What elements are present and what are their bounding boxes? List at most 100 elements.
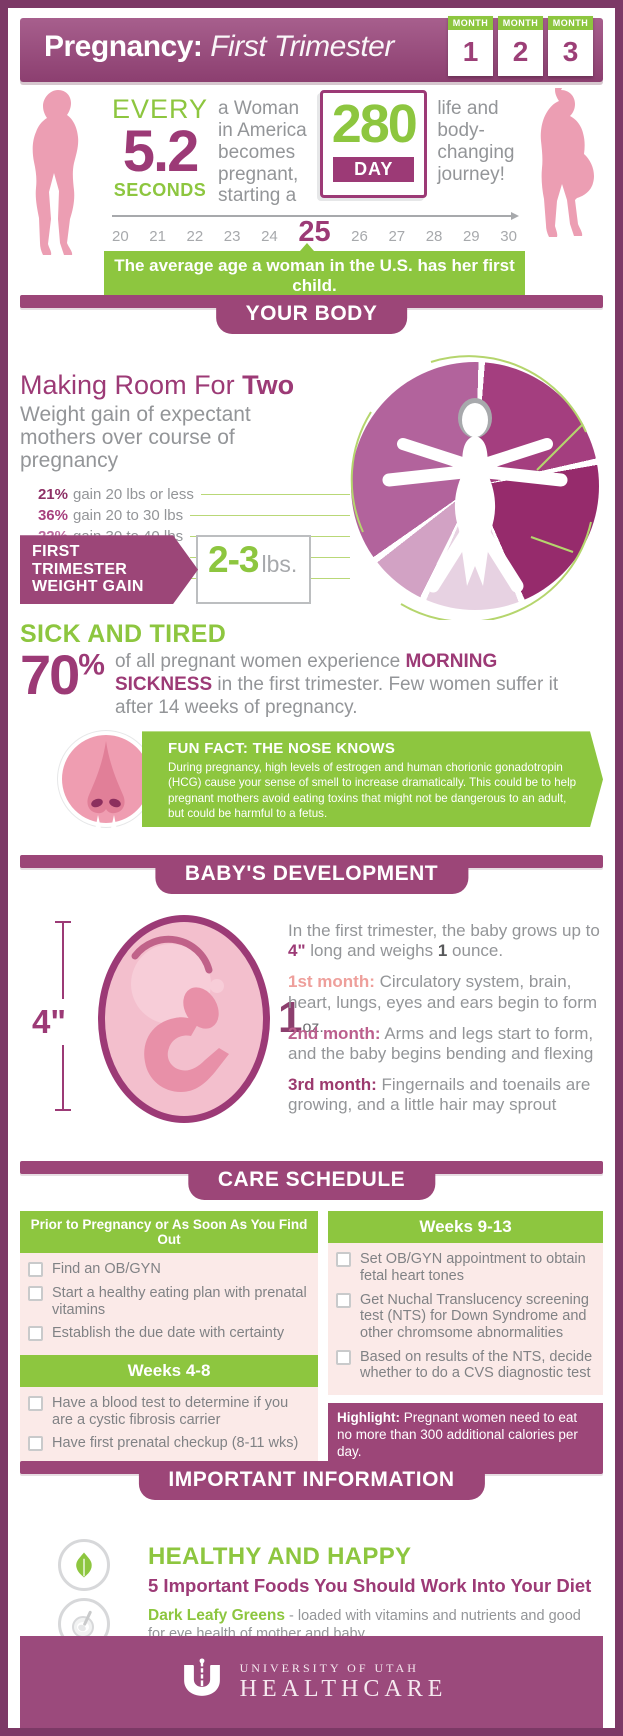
care-panel-weeks-9-13: Set OB/GYN appointment to obtain fetal h…: [328, 1243, 603, 1396]
tick-24: 24: [261, 228, 278, 246]
baby-development-text: In the first trimester, the baby grows u…: [288, 921, 600, 1114]
healthy-happy-title: HEALTHY AND HAPPY: [148, 1543, 412, 1571]
checkbox[interactable]: [28, 1286, 43, 1302]
length-label: 4": [30, 999, 68, 1046]
care-item-label: Get Nuchal Translucency screening test (…: [360, 1291, 589, 1342]
sick-and-tired-section: SICK AND TIRED 70% of all pregnant women…: [20, 620, 603, 719]
intro-part-1: In the first trimester, the baby grows u…: [288, 921, 600, 941]
fun-fact-banner: FUN FACT: THE NOSE KNOWS During pregnanc…: [142, 731, 603, 827]
weight-gain-pie-chart: [341, 352, 609, 620]
tick-25-highlight: 25: [298, 216, 331, 249]
checkbox[interactable]: [336, 1292, 351, 1308]
calendar-280-day: 280 DAY: [320, 90, 428, 198]
average-age-banner: The average age a woman in the U.S. has …: [104, 243, 525, 303]
nose-icon: [57, 730, 155, 836]
intro-weight: 1: [437, 941, 448, 961]
page-title: Pregnancy: First Trimester: [44, 30, 394, 64]
month-3-text: Fingernails and toenails are growing, an…: [288, 1074, 591, 1114]
care-item-label: Have first prenatal checkup (8-11 wks): [52, 1435, 299, 1452]
section-babys-development-ribbon: BABY'S DEVELOPMENT: [20, 855, 603, 897]
month-3-label: 3rd month:: [288, 1074, 377, 1094]
making-room-text: Making Room For: [20, 370, 243, 400]
care-column-right: Weeks 9-13 Set OB/GYN appointment to obt…: [328, 1211, 603, 1468]
food-name: Dark Leafy Greens: [148, 1607, 285, 1625]
percent-sign: %: [78, 648, 105, 682]
fun-fact-section: FUN FACT: THE NOSE KNOWS During pregnanc…: [20, 730, 603, 836]
baby-growth-intro: In the first trimester, the baby grows u…: [288, 921, 600, 961]
stat-row: 36% gain 20 to 30 lbs: [20, 505, 350, 526]
month-box-3-number: 3: [562, 36, 579, 67]
section-title-important-information: IMPORTANT INFORMATION: [138, 1461, 485, 1501]
hero-section: EVERY 5.2 SECONDS a Woman in America bec…: [20, 88, 603, 303]
checkbox[interactable]: [336, 1252, 351, 1268]
month-box-1: MONTH 1: [448, 16, 493, 76]
weight-gain-tag: FIRST TRIMESTER WEIGHT GAIN: [20, 535, 198, 604]
section-your-body-ribbon: YOUR BODY: [20, 295, 603, 337]
care-item-label: Have a blood test to determine if you ar…: [52, 1395, 289, 1428]
vitruvian-woman-icon: [350, 355, 592, 620]
intro-part-2: long and weighs: [305, 941, 438, 961]
making-room-bold: Two: [242, 370, 295, 400]
checkbox[interactable]: [28, 1396, 43, 1412]
stat-pct: 36%: [37, 507, 68, 525]
month-2-development: 2nd month: Arms and legs start to form, …: [288, 1024, 600, 1064]
month-box-3-label: MONTH: [548, 16, 593, 30]
care-item: Get Nuchal Translucency screening test (…: [336, 1292, 595, 1342]
making-room-heading: Making Room For Two: [20, 370, 603, 401]
tick-23: 23: [223, 228, 241, 246]
month-boxes: MONTH 1 MONTH 2 MONTH 3: [448, 16, 593, 76]
fun-fact-body: During pregnancy, high levels of estroge…: [168, 761, 577, 820]
care-item: Start a healthy eating plan with prenata…: [28, 1285, 310, 1318]
care-item: Establish the due date with certainty: [28, 1325, 310, 1342]
length-measure: 4": [30, 921, 84, 1112]
month-box-1-label: MONTH: [448, 16, 493, 30]
month-box-2: MONTH 2: [498, 16, 543, 76]
weight-gain-value: 2-3: [208, 539, 259, 581]
highlight-box: Highlight: Pregnant women need to eat no…: [328, 1403, 603, 1468]
header-bar: Pregnancy: First Trimester MONTH 1 MONTH…: [20, 16, 603, 82]
every-5-2-seconds: EVERY 5.2 SECONDS: [112, 88, 208, 200]
stat-label: gain 20 lbs or less: [73, 486, 194, 504]
leaf-icon: [58, 1539, 110, 1592]
stat-row: 21% gain 20 lbs or less: [20, 484, 350, 505]
your-body-section: Making Room For Two Weight gain of expec…: [20, 355, 603, 620]
footer-org-name: UNIVERSITY OF UTAH HEALTHCARE: [240, 1661, 448, 1703]
timeline-ticks: 20 21 22 23 24 25 26 27 28 29 30: [112, 216, 517, 249]
seventy-percent: 70%: [20, 647, 105, 719]
month-box-2-label: MONTH: [498, 16, 543, 30]
month-box-2-number: 2: [512, 36, 529, 67]
checkbox[interactable]: [28, 1326, 43, 1342]
care-item: Set OB/GYN appointment to obtain fetal h…: [336, 1251, 595, 1284]
care-panel-weeks-4-8: Have a blood test to determine if you ar…: [20, 1387, 318, 1466]
page-title-bold: Pregnancy:: [44, 30, 203, 63]
sick-text-2: in the first trimester. Few women suffer…: [114, 673, 559, 718]
tick-29: 29: [462, 228, 480, 246]
seconds-label: SECONDS: [113, 180, 207, 200]
fetus-icon: [131, 936, 229, 1093]
age-timeline: 20 21 22 23 24 25 26 27 28 29 30: [112, 212, 519, 249]
measure-cap-top: [55, 921, 71, 924]
highlight-label: Highlight:: [337, 1410, 400, 1426]
month-box-3: MONTH 3: [548, 16, 593, 76]
tick-28: 28: [425, 228, 443, 246]
checkbox[interactable]: [336, 1349, 351, 1365]
fetus-illustration: [98, 915, 270, 1124]
checkbox[interactable]: [28, 1262, 43, 1278]
weight-gain-value-box: 2-3 lbs.: [196, 535, 312, 604]
care-item-label: Set OB/GYN appointment to obtain fetal h…: [360, 1251, 586, 1285]
morning-sickness-text: of all pregnant women experience MORNING…: [115, 651, 585, 719]
baby-development-section: 4" 1 oz. In the first trimester, the baby…: [20, 915, 603, 1127]
morning-sickness-highlight: MORNING SICKNESS: [114, 651, 498, 695]
checkbox[interactable]: [28, 1436, 43, 1452]
month-2-text: Arms and legs start to form, and the bab…: [288, 1023, 594, 1063]
calendar-day-label: DAY: [333, 157, 415, 182]
care-schedule-section: Prior to Pregnancy or As Soon As You Fin…: [20, 1211, 603, 1468]
tick-26: 26: [351, 228, 368, 246]
morning-sickness-stat: 70% of all pregnant women experience MOR…: [20, 647, 603, 719]
weight-unit: oz.: [302, 1019, 324, 1037]
footer-line-2: HEALTHCARE: [239, 1676, 448, 1702]
hero-intro-text: a Woman in America becomes pregnant, sta…: [218, 98, 307, 207]
care-item-label: Based on results of the NTS, decide whet…: [360, 1348, 593, 1382]
care-header-prior: Prior to Pregnancy or As Soon As You Fin…: [20, 1211, 318, 1254]
care-header-weeks-4-8: Weeks 4-8: [20, 1355, 318, 1388]
